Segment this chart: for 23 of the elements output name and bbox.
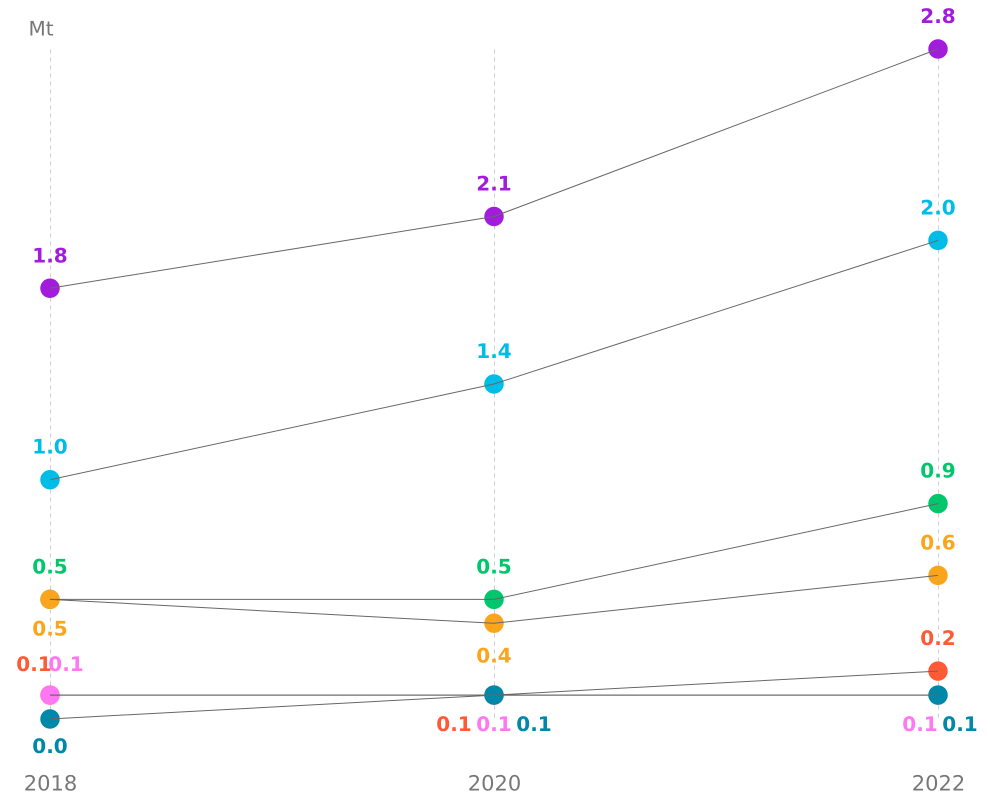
data-label: 1.4 xyxy=(476,339,512,363)
data-label: 2.0 xyxy=(920,195,956,220)
data-label: 2.1 xyxy=(476,172,512,196)
y-axis-title: Mt xyxy=(28,16,54,40)
x-tick-label: 2018 xyxy=(24,772,78,796)
x-tick-label: 2020 xyxy=(468,772,522,796)
data-label: 0.1 xyxy=(942,712,978,736)
data-label: 1.0 xyxy=(32,434,68,459)
data-label: 0.1 xyxy=(516,712,552,736)
data-label: 0.5 xyxy=(476,554,512,578)
data-label: 0.1 xyxy=(902,712,938,736)
data-label: 0.4 xyxy=(476,643,512,668)
data-label: 0.5 xyxy=(32,554,68,578)
data-label: 2.8 xyxy=(920,4,956,28)
data-label: 0.2 xyxy=(920,626,956,650)
data-label: 0.9 xyxy=(920,458,956,483)
data-label: 0.6 xyxy=(920,530,956,554)
data-label: 0.0 xyxy=(32,734,68,758)
data-label: 1.8 xyxy=(32,243,68,268)
data-label: 0.1 xyxy=(436,712,472,736)
data-label: 0.5 xyxy=(32,616,68,640)
x-tick-label: 2022 xyxy=(912,772,966,796)
data-label: 0.1 xyxy=(476,712,512,736)
